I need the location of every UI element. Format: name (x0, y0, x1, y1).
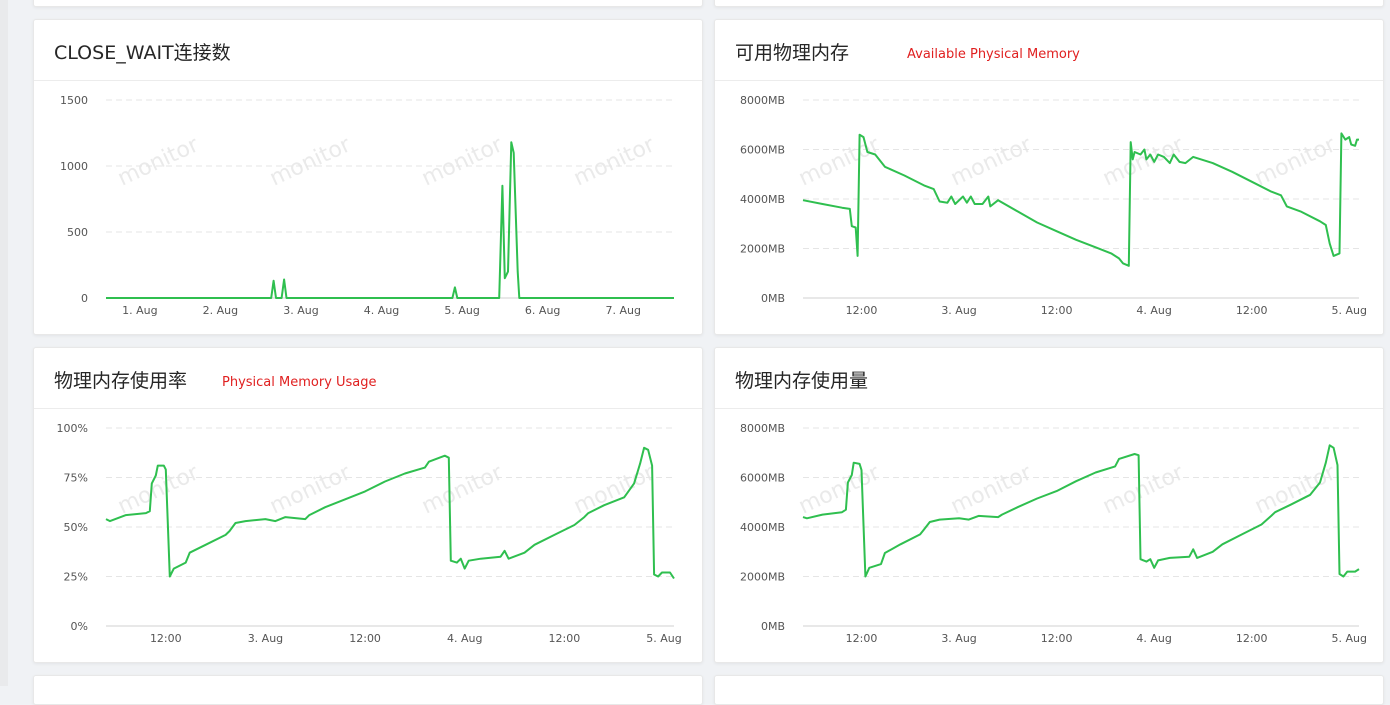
x-tick-label: 3. Aug (283, 304, 318, 317)
y-tick-label: 500 (67, 226, 88, 239)
y-tick-label: 0% (71, 620, 88, 633)
chart-title: 可用物理内存 (735, 42, 850, 64)
series-line (105, 446, 675, 580)
chart-card-close-wait: CLOSE_WAIT连接数 monitor monitor monitor monit… (33, 19, 703, 335)
x-tick-label: 1. Aug (122, 304, 157, 317)
left-edge-bar (0, 0, 8, 686)
watermark-text: monitor (418, 460, 507, 519)
watermark-text: monitor (795, 460, 884, 519)
x-tick-label: 5. Aug (1332, 304, 1367, 317)
y-tick-label: 6000MB (740, 472, 785, 485)
y-tick-label: 8000MB (740, 422, 785, 435)
x-tick-label: 5. Aug (444, 304, 479, 317)
y-tick-label: 0MB (761, 292, 785, 305)
chart-title: 物理内存使用率 (54, 370, 188, 392)
chart-title: 物理内存使用量 (735, 370, 869, 392)
x-tick-label: 12:00 (1041, 632, 1073, 645)
y-tick-label: 1000 (60, 160, 88, 173)
bottom-right-card-partial (714, 675, 1384, 705)
chart-subtitle: Physical Memory Usage (222, 375, 377, 390)
watermark-text: monitor (114, 460, 203, 519)
available-memory-chart: monitor monitor monitor monitor 0MB 2000MB 400… (740, 94, 1367, 317)
chart-card-memory-used: 物理内存使用量 monitor monitor monitor monitor 0MB 2… (714, 347, 1384, 663)
x-tick-label: 5. Aug (1332, 632, 1367, 645)
x-tick-label: 12:00 (549, 632, 581, 645)
memory-used-chart: monitor monitor monitor monitor 0MB 2000MB 400… (740, 422, 1367, 645)
y-tick-label: 8000MB (740, 94, 785, 107)
x-tick-label: 3. Aug (941, 632, 976, 645)
chart-card-memory-usage-rate: 物理内存使用率 Physical Memory Usage monitor mon… (33, 347, 703, 663)
watermark-text: monitor (1099, 460, 1188, 519)
y-tick-label: 1500 (60, 94, 88, 107)
y-tick-label: 2000MB (740, 243, 785, 256)
watermark-text: monitor (570, 460, 659, 519)
watermark-text: monitor (1251, 460, 1340, 519)
chart-title: CLOSE_WAIT连接数 (54, 42, 231, 64)
watermark-text: monitor (114, 132, 203, 191)
y-tick-label: 75% (64, 472, 88, 485)
bottom-left-card-partial (33, 675, 703, 705)
y-tick-label: 4000MB (740, 521, 785, 534)
watermark-text: monitor (266, 132, 355, 191)
x-tick-label: 4. Aug (1136, 632, 1171, 645)
chart-subtitle: Available Physical Memory (907, 47, 1080, 62)
x-tick-label: 3. Aug (941, 304, 976, 317)
x-tick-label: 4. Aug (364, 304, 399, 317)
x-tick-label: 4. Aug (1136, 304, 1171, 317)
watermark-text: monitor (947, 460, 1036, 519)
x-tick-label: 12:00 (1041, 304, 1073, 317)
x-tick-label: 7. Aug (606, 304, 641, 317)
x-tick-label: 12:00 (349, 632, 381, 645)
chart-card-available-memory: 可用物理内存 Available Physical Memory monitor… (714, 19, 1384, 335)
watermark-text: monitor (1099, 132, 1188, 191)
watermark-text: monitor (418, 132, 507, 191)
watermark-text: monitor (266, 460, 355, 519)
x-tick-label: 12:00 (1236, 304, 1268, 317)
card-header: 物理内存使用量 (715, 348, 1383, 409)
top-right-card-partial (714, 0, 1384, 7)
x-tick-label: 12:00 (846, 632, 878, 645)
card-header: 可用物理内存 Available Physical Memory (715, 20, 1383, 81)
watermark-text: monitor (795, 132, 884, 191)
y-tick-label: 2000MB (740, 571, 785, 584)
y-tick-label: 100% (57, 422, 88, 435)
memory-usage-rate-chart: monitor monitor monitor monitor 0% 25% 50% 75% 1… (57, 422, 682, 645)
x-tick-label: 12:00 (846, 304, 878, 317)
y-tick-label: 25% (64, 571, 88, 584)
y-tick-label: 4000MB (740, 193, 785, 206)
x-tick-label: 2. Aug (203, 304, 238, 317)
series-line (802, 444, 1360, 578)
x-tick-label: 5. Aug (646, 632, 681, 645)
watermark-text: monitor (570, 132, 659, 191)
y-tick-label: 0MB (761, 620, 785, 633)
card-header: CLOSE_WAIT连接数 (34, 20, 702, 81)
x-tick-label: 4. Aug (447, 632, 482, 645)
x-tick-label: 12:00 (150, 632, 182, 645)
x-tick-label: 3. Aug (248, 632, 283, 645)
x-tick-label: 6. Aug (525, 304, 560, 317)
series-line (802, 132, 1359, 267)
y-tick-label: 50% (64, 521, 88, 534)
watermark-text: monitor (947, 132, 1036, 191)
close-wait-chart: monitor monitor monitor monitor 0 500 1000 1500… (60, 94, 674, 317)
series-line (106, 141, 674, 299)
top-left-card-partial (33, 0, 703, 7)
card-header: 物理内存使用率 Physical Memory Usage (34, 348, 702, 409)
x-tick-label: 12:00 (1236, 632, 1268, 645)
y-tick-label: 0 (81, 292, 88, 305)
y-tick-label: 6000MB (740, 144, 785, 157)
watermark-text: monitor (1251, 132, 1340, 191)
